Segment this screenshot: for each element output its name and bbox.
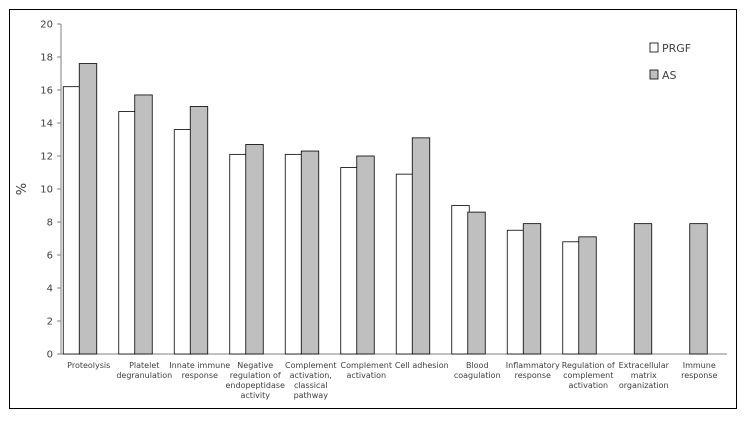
bar-as <box>189 106 209 355</box>
y-tick-label: 12 <box>40 152 53 163</box>
bar-as <box>633 223 653 355</box>
category-label: Blood coagulation <box>454 361 501 380</box>
y-tick-label: 8 <box>47 218 53 229</box>
bar-prgf <box>395 173 415 355</box>
y-tick-label: 10 <box>40 185 53 196</box>
legend-label-prgf: PRGF <box>662 42 691 55</box>
category-label: Innate immune response <box>169 361 230 380</box>
bar-as <box>245 144 264 355</box>
bar-as <box>522 223 542 355</box>
bar-as <box>300 150 320 355</box>
legend-swatch-as <box>649 69 659 80</box>
bar-as <box>578 236 597 355</box>
legend: PRGF AS <box>649 42 691 82</box>
chart-frame <box>9 9 737 409</box>
y-tick-label: 0 <box>47 350 53 361</box>
category-label: Complement activation, classical pathway <box>285 361 336 400</box>
bar-prgf <box>506 229 526 355</box>
bar-as <box>134 94 153 355</box>
legend-swatch-prgf <box>649 42 659 53</box>
y-tick-label: 18 <box>40 53 53 64</box>
y-tick-label: 2 <box>47 317 53 328</box>
y-tick-label: 16 <box>40 86 53 97</box>
category-label: Negative regulation of endopeptidase activi… <box>226 361 286 400</box>
category-label: Regulation of complement activation <box>562 361 615 390</box>
y-tick-label: 20 <box>40 20 53 31</box>
bar-as <box>411 137 431 355</box>
bar-as <box>467 211 486 355</box>
bar-prgf <box>451 205 470 355</box>
bar-prgf <box>62 86 82 355</box>
y-tick-label: 4 <box>47 284 53 295</box>
bar-as <box>78 63 98 355</box>
bar-prgf <box>340 167 359 355</box>
category-label: Cell adhesion <box>395 361 449 370</box>
category-label: Complement activation <box>341 361 392 380</box>
y-tick-label: 14 <box>40 119 53 130</box>
category-label: Inflammatory response <box>506 361 560 380</box>
bar-prgf <box>229 153 248 355</box>
bar-prgf <box>284 153 304 355</box>
axes: 0 2 4 6 8 10 12 14 16 18 20 <box>40 20 727 361</box>
y-axis-label: % <box>15 183 30 195</box>
category-label: Platelet degranulation <box>116 361 172 380</box>
legend-label-as: AS <box>662 69 677 82</box>
y-tick-label: 6 <box>47 251 53 262</box>
bar-prgf <box>118 111 137 355</box>
bar-as <box>356 155 375 355</box>
bar-as <box>689 223 708 355</box>
category-label: Proteolysis <box>67 361 110 370</box>
category-label: Immune response <box>681 361 717 380</box>
category-label: Extracellular matrix organization <box>619 361 670 390</box>
bar-prgf <box>173 129 193 355</box>
bars <box>62 63 708 355</box>
bar-prgf <box>562 241 581 355</box>
